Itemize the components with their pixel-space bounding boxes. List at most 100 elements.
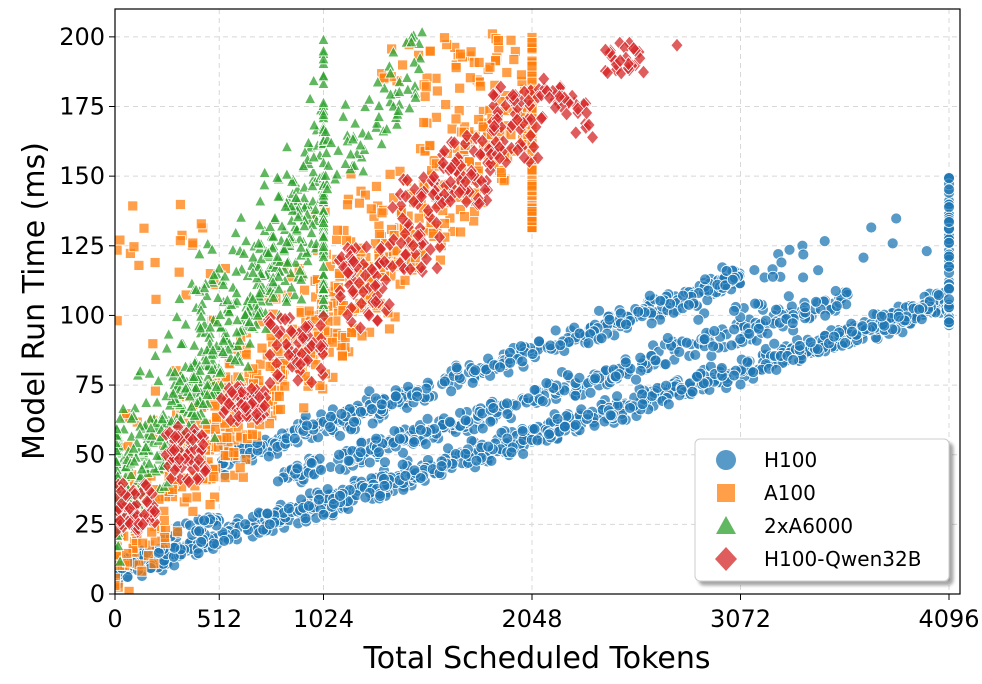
point-a100 (492, 35, 504, 47)
point-h100 (692, 313, 705, 326)
point-h100 (857, 251, 870, 264)
point-h100 (588, 419, 601, 432)
point-a100 (273, 390, 285, 402)
y-tick-label: 50 (74, 441, 105, 469)
point-h100 (549, 324, 562, 337)
point-h100 (799, 301, 811, 314)
point-h100 (932, 289, 945, 302)
point-h100 (943, 283, 955, 295)
point-h100 (747, 366, 760, 379)
point-h100 (775, 256, 788, 269)
point-a100 (208, 471, 220, 483)
point-h100 (501, 397, 513, 410)
legend-label: H100-Qwen32B (764, 547, 921, 571)
point-h100 (573, 327, 586, 340)
point-h100 (399, 469, 412, 482)
x-tick-label: 1024 (293, 605, 354, 633)
point-a100 (371, 181, 382, 192)
point-a100 (468, 215, 480, 227)
point-h100 (616, 413, 629, 426)
point-h100 (531, 434, 544, 447)
point-a100 (256, 342, 268, 354)
point-a100 (221, 432, 233, 443)
legend[interactable]: H100 A100 2xA6000 H100-Qwen32B (694, 438, 950, 582)
point-h100 (445, 385, 458, 398)
point-h100 (680, 336, 693, 349)
point-h100 (419, 438, 432, 451)
x-tick-label: 512 (196, 605, 242, 633)
point-h100 (865, 221, 878, 234)
point-h100 (662, 398, 675, 411)
point-h100 (728, 369, 741, 382)
point-a100 (174, 235, 186, 247)
point-a100 (128, 241, 140, 253)
point-h100 (540, 377, 553, 390)
point-h100 (603, 313, 616, 326)
point-h100 (830, 300, 843, 313)
point-a100 (298, 402, 310, 414)
point-h100 (661, 332, 674, 344)
y-tick-label: 200 (59, 23, 105, 51)
point-h100 (856, 320, 869, 333)
legend-item[interactable]: H100 (716, 448, 817, 472)
point-h100 (408, 436, 420, 448)
point-h100 (649, 354, 662, 367)
point-a100 (303, 305, 315, 317)
point-h100 (438, 375, 451, 388)
legend-item[interactable]: A100 (717, 481, 816, 505)
point-a100 (419, 91, 431, 102)
y-tick-label: 175 (59, 93, 105, 121)
point-h100 (708, 325, 721, 337)
legend-marker-circle (716, 450, 736, 470)
point-h100 (375, 398, 388, 411)
point-a100 (450, 62, 462, 73)
point-a100 (431, 111, 442, 123)
point-a100 (342, 199, 353, 211)
point-a100 (195, 218, 207, 230)
point-h100 (611, 390, 623, 403)
y-tick-label: 25 (74, 510, 105, 538)
point-h100 (517, 448, 530, 460)
point-h100 (408, 464, 421, 477)
point-a100 (190, 491, 202, 503)
point-h100 (749, 297, 761, 310)
y-axis-title: Model Run Time (ms) (17, 142, 52, 460)
point-h100 (551, 412, 564, 425)
point-h100 (533, 335, 545, 348)
point-h100 (846, 325, 858, 338)
point-h100 (819, 309, 832, 322)
point-h100 (435, 460, 448, 473)
point-a100 (150, 385, 161, 397)
point-h100 (812, 264, 825, 277)
point-h100 (476, 422, 489, 435)
point-h100 (636, 388, 649, 401)
point-a100 (431, 85, 443, 97)
point-h100 (324, 410, 337, 423)
point-h100 (261, 507, 274, 520)
point-h100 (619, 356, 632, 369)
point-h100 (793, 340, 806, 352)
point-h100 (810, 295, 822, 308)
point-h100 (943, 201, 955, 214)
point-h100 (728, 304, 740, 317)
point-h100 (734, 378, 747, 391)
point-h100 (686, 385, 699, 398)
point-a100 (424, 45, 436, 57)
point-h100 (374, 490, 387, 502)
point-h100 (829, 285, 842, 297)
point-h100 (315, 464, 327, 476)
point-h100 (354, 446, 367, 459)
point-h100 (582, 337, 595, 350)
point-a100 (464, 72, 476, 84)
point-h100 (920, 245, 933, 258)
point-h100 (262, 450, 275, 463)
point-h100 (522, 392, 535, 405)
point-h100 (691, 370, 703, 383)
point-h100 (288, 432, 301, 445)
point-h100 (543, 428, 555, 441)
legend-label: 2xA6000 (764, 514, 853, 538)
point-a100 (150, 293, 162, 305)
legend-label: H100 (764, 448, 817, 472)
point-h100 (193, 525, 206, 538)
